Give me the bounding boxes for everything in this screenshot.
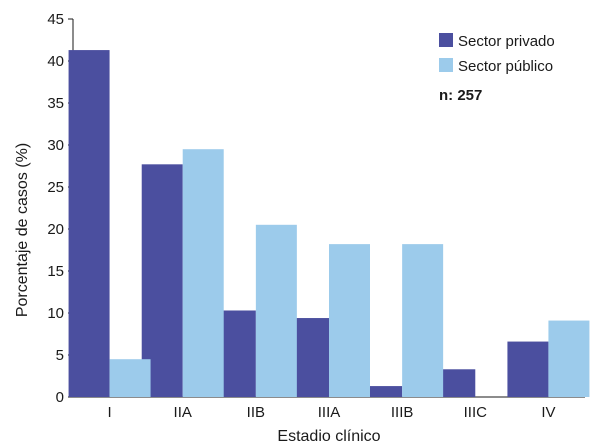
- x-tick-label: I: [107, 404, 111, 421]
- bar-publico-IIIA: [329, 244, 370, 397]
- x-axis: I IIA IIB IIIA IIIB IIIC IV: [73, 396, 585, 421]
- bar-publico-IIIB: [402, 244, 444, 397]
- bar-privado-IIA: [141, 164, 183, 397]
- y-tick-label: 25: [47, 179, 64, 196]
- legend-label: Sector privado: [458, 33, 555, 50]
- y-tick-label: 30: [47, 137, 64, 154]
- x-tick-label: IIB: [247, 404, 265, 421]
- legend: Sector privado Sector público: [439, 33, 555, 75]
- legend-label: Sector público: [458, 58, 553, 75]
- x-axis-title: Estadio clínico: [277, 428, 380, 445]
- bar-publico-I: [109, 359, 151, 397]
- y-tick-label: 40: [47, 53, 64, 70]
- y-tick-label: 5: [56, 347, 64, 364]
- legend-swatch: [439, 58, 453, 72]
- bar-privado-IV: [507, 341, 549, 397]
- bar-privado-I: [68, 50, 110, 397]
- sample-size-note: n: 257: [439, 87, 482, 104]
- y-tick-label: 0: [56, 389, 64, 406]
- bar-privado-IIIB: [361, 386, 403, 397]
- bar-publico-IV: [548, 320, 590, 397]
- x-tick-label: IIIA: [318, 404, 341, 421]
- bars: [68, 50, 590, 397]
- x-tick-label: IIIC: [464, 404, 488, 421]
- y-tick-label: 20: [47, 221, 64, 238]
- y-tick-label: 35: [47, 95, 64, 112]
- y-axis: 0 5 10 15 20 25 30 35 40 45: [47, 11, 74, 406]
- legend-swatch: [439, 33, 453, 47]
- y-tick-label: 10: [47, 305, 64, 322]
- bar-publico-IIA: [182, 149, 224, 397]
- x-tick-label: IIIB: [391, 404, 414, 421]
- x-tick-label: IIA: [174, 404, 192, 421]
- bar-publico-IIB: [255, 224, 297, 397]
- y-tick-label: 45: [47, 11, 64, 28]
- y-tick-label: 15: [47, 263, 64, 280]
- y-axis-title: Porcentaje de casos (%): [14, 143, 31, 317]
- x-tick-label: IV: [541, 404, 555, 421]
